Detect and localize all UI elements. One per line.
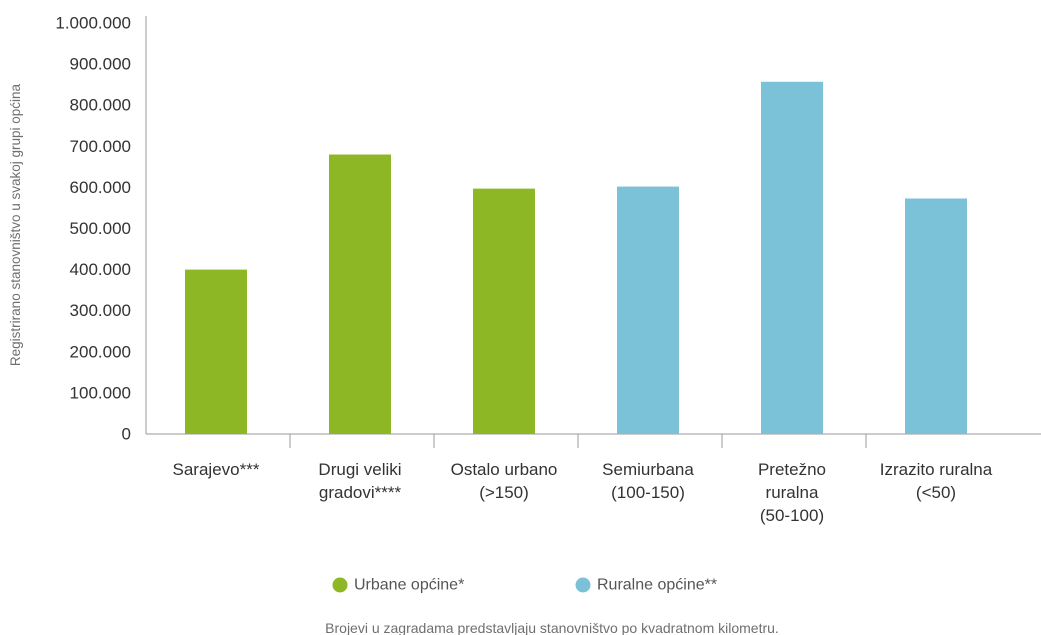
x-tick-label: Drugi veliki [318, 460, 401, 479]
x-tick-label: gradovi**** [319, 483, 402, 502]
bar [761, 81, 823, 434]
legend-label: Ruralne općine** [597, 577, 717, 594]
x-tick-label: (50-100) [760, 506, 824, 525]
y-axis-title: Registrirano stanovništvo u svakoj grupi… [8, 83, 23, 366]
y-axis-ticks: 0 100.000 200.000 300.000 400.000 500.000 600.… [55, 14, 131, 444]
legend-swatch [332, 577, 348, 593]
y-tick-label: 400.000 [70, 260, 131, 279]
x-tick-label: (100-150) [611, 483, 685, 502]
y-tick-label: 800.000 [70, 96, 131, 115]
x-tick-label: (<50) [916, 483, 956, 502]
y-tick-label: 500.000 [70, 219, 131, 238]
y-tick-label: 300.000 [70, 301, 131, 320]
legend-swatch [575, 577, 591, 593]
y-tick-label: 700.000 [70, 137, 131, 156]
x-tick-label: ruralna [766, 483, 819, 502]
x-tick-label: Sarajevo*** [173, 460, 260, 479]
bar [185, 269, 247, 434]
y-tick-label: 900.000 [70, 55, 131, 74]
y-tick-label: 1.000.000 [55, 14, 131, 33]
bar [905, 198, 967, 434]
x-tick-label: (>150) [479, 483, 529, 502]
footnote: Brojevi u zagradama predstavljaju stanov… [325, 620, 779, 635]
legend: Urbane općine* Ruralne općine** [332, 577, 717, 594]
y-tick-label: 600.000 [70, 178, 131, 197]
x-tick-label: Izrazito ruralna [880, 460, 993, 479]
x-tick-label: Pretežno [758, 460, 826, 479]
bar [617, 186, 679, 434]
bar [329, 154, 391, 434]
bar [473, 188, 535, 434]
bars [185, 81, 967, 434]
x-tick-label: Ostalo urbano [451, 460, 558, 479]
y-tick-label: 200.000 [70, 342, 131, 361]
x-axis-labels: Sarajevo*** Drugi veliki gradovi**** Ostalo… [173, 460, 993, 525]
legend-label: Urbane općine* [354, 577, 464, 594]
y-tick-label: 0 [122, 425, 131, 444]
x-tick-label: Semiurbana [602, 460, 694, 479]
x-axis-separators [289, 434, 867, 448]
y-tick-label: 100.000 [70, 383, 131, 402]
